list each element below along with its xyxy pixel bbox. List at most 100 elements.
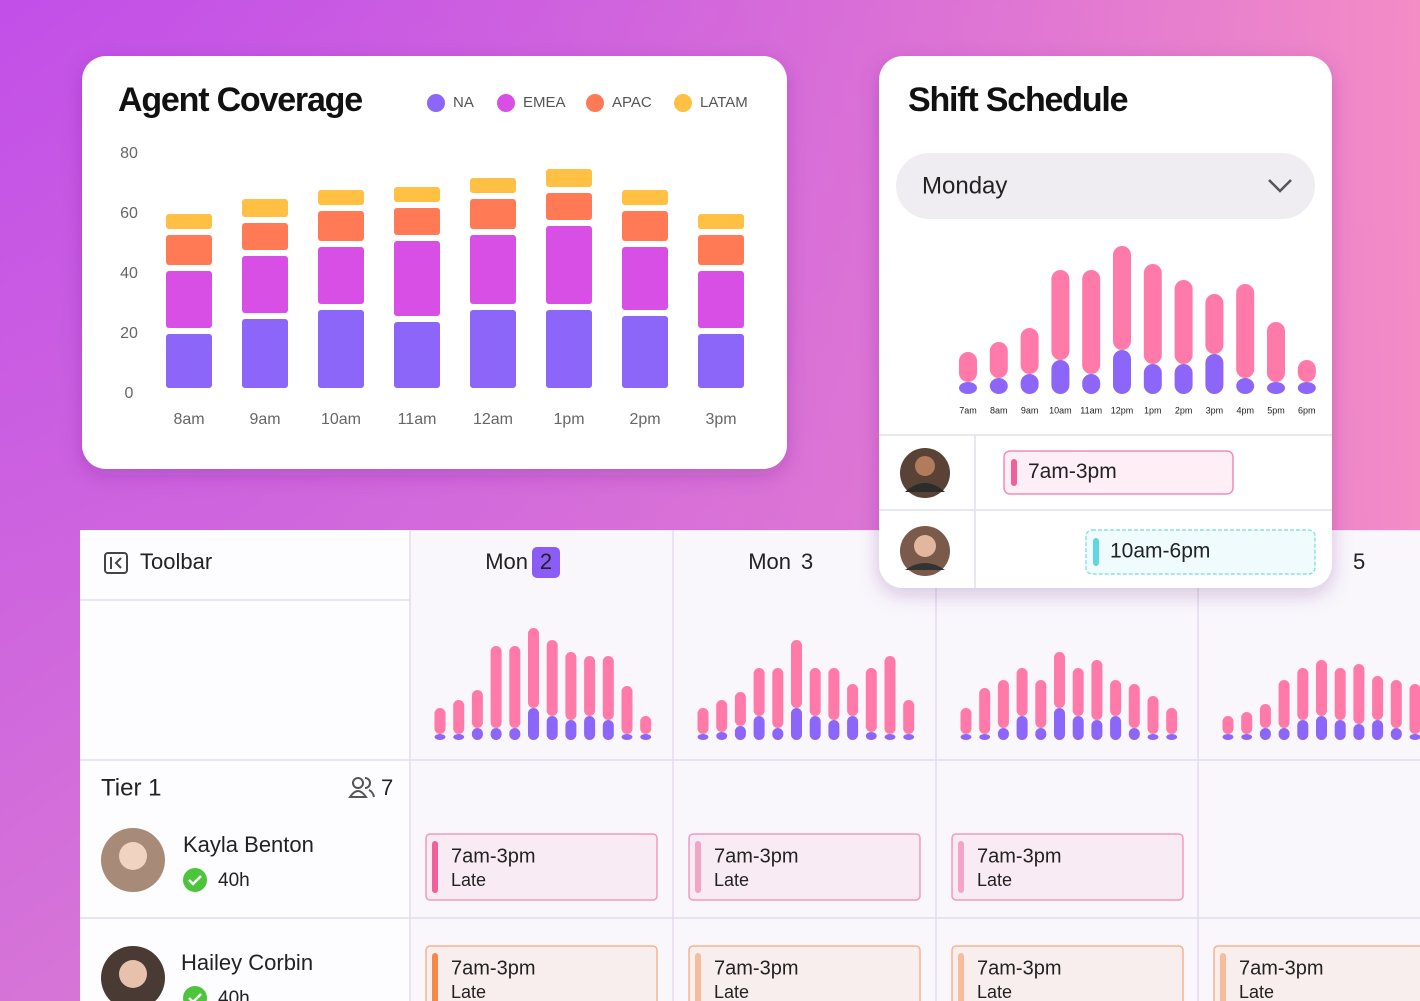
bar-segment <box>903 700 915 734</box>
x-tick-label: 3pm <box>1206 405 1224 415</box>
bar-segment <box>979 734 991 740</box>
icon-part <box>352 777 364 789</box>
bar-segment <box>1035 728 1047 740</box>
bar-segment <box>1016 668 1028 716</box>
shift-time[interactable]: 7am-3pm <box>714 957 798 979</box>
shift-pill[interactable] <box>1085 529 1316 575</box>
y-tick-label: 40 <box>120 265 138 282</box>
bar-segment <box>166 214 212 229</box>
dropdown-chevron[interactable] <box>1268 179 1292 193</box>
toolbar-icon[interactable] <box>104 552 128 574</box>
bar-segment <box>698 334 744 388</box>
x-tick-label: 1pm <box>553 411 584 428</box>
bar-segment <box>1166 734 1178 740</box>
shift-status: Late <box>451 870 486 890</box>
x-tick-label: 9am <box>1021 405 1039 415</box>
shift-accent <box>432 841 438 893</box>
shift-pill[interactable] <box>1003 450 1234 495</box>
x-tick-label: 12am <box>473 411 513 428</box>
agent-name[interactable]: Hailey Corbin <box>181 950 313 975</box>
bar-segment <box>394 208 440 235</box>
bar-segment <box>1110 716 1122 740</box>
shift-time[interactable]: 7am-3pm <box>977 957 1061 979</box>
shift-card[interactable] <box>951 833 1184 901</box>
shift-card[interactable] <box>951 945 1184 1001</box>
shift-accent <box>958 953 964 1001</box>
bar-segment <box>1241 734 1253 740</box>
bar-segment <box>1334 720 1346 740</box>
shift-card <box>879 56 1332 588</box>
bar-segment <box>1082 270 1101 374</box>
bar-segment <box>1297 720 1309 740</box>
bar-segment <box>1091 720 1103 740</box>
shift-card[interactable] <box>425 833 658 901</box>
bar-segment <box>997 680 1009 728</box>
bar-segment <box>828 668 840 720</box>
bar-segment <box>697 734 709 740</box>
agent-name[interactable]: Kayla Benton <box>183 832 314 857</box>
bar-segment <box>1082 374 1101 394</box>
bar-segment <box>1372 676 1384 720</box>
bar-segment <box>809 668 821 716</box>
day-label: Mon <box>748 549 791 574</box>
coverage-chart: 0 20 40 60 80 NA EMEA APAC LATAM 8am 9am 10am 11am 12… <box>120 94 748 428</box>
day-dropdown-label[interactable]: Monday <box>922 172 1007 199</box>
bar-segment <box>434 734 446 740</box>
bar-segment <box>1222 734 1234 740</box>
bar-segment <box>584 716 596 740</box>
day-dropdown[interactable] <box>896 153 1315 219</box>
coverage-title: Agent Coverage <box>118 81 362 119</box>
bar-segment <box>1316 660 1327 716</box>
bar-segment <box>453 734 465 740</box>
bar-segment <box>528 628 539 708</box>
bar-segment <box>1409 684 1420 734</box>
shift-time[interactable]: 7am-3pm <box>1239 957 1323 979</box>
bar-segment <box>640 716 652 734</box>
shift-accent <box>1011 459 1017 486</box>
bar-segment <box>698 271 744 328</box>
bar-segment <box>1353 664 1365 724</box>
toolbar-label[interactable]: Toolbar <box>140 549 212 574</box>
legend-swatch <box>427 94 445 112</box>
bar-segment <box>959 382 977 394</box>
bar-segment <box>470 199 516 229</box>
bar-segment <box>716 700 728 732</box>
bar-segment <box>1409 734 1420 740</box>
shift-time[interactable]: 7am-3pm <box>1028 460 1117 483</box>
x-tick-label: 4pm <box>1236 405 1254 415</box>
shift-time[interactable]: 7am-3pm <box>451 845 535 867</box>
shift-card[interactable] <box>688 945 921 1001</box>
shift-time[interactable]: 7am-3pm <box>451 957 535 979</box>
bar-segment <box>1236 284 1255 378</box>
bar-segment <box>622 247 668 310</box>
bar-segment <box>242 223 288 250</box>
bar-segment <box>1020 374 1039 394</box>
bar-segment <box>753 716 765 740</box>
bar-segment <box>453 700 465 734</box>
bar-segment <box>1353 724 1365 740</box>
shift-card[interactable] <box>1213 945 1420 1001</box>
shift-time[interactable]: 7am-3pm <box>714 845 798 867</box>
bar-segment <box>546 716 558 740</box>
x-tick-label: 9am <box>249 411 280 428</box>
bar-segment <box>716 732 728 740</box>
bar-segment <box>1316 716 1327 740</box>
shift-card[interactable] <box>425 945 658 1001</box>
shift-time[interactable]: 7am-3pm <box>977 845 1061 867</box>
status-check <box>183 986 207 1001</box>
x-tick-label: 12pm <box>1111 405 1134 415</box>
date-badge <box>532 547 560 578</box>
shift-accent <box>695 953 701 1001</box>
bar-segment <box>1051 360 1070 394</box>
bar-segment <box>622 211 668 241</box>
x-tick-label: 2pm <box>1175 405 1193 415</box>
bar-segment <box>394 187 440 202</box>
bar-segment <box>1166 708 1178 734</box>
bar-segment <box>960 734 972 740</box>
shift-time[interactable]: 10am-6pm <box>1110 540 1210 563</box>
avatar-face <box>119 960 147 988</box>
day-date: 5 <box>1353 549 1365 574</box>
icon-part <box>348 777 375 798</box>
bar-segment <box>791 708 802 740</box>
shift-card[interactable] <box>688 833 921 901</box>
